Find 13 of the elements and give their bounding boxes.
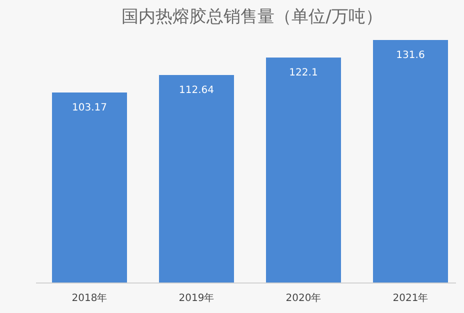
x-tick-label: 2019年 xyxy=(178,292,214,304)
bar xyxy=(266,58,341,283)
x-tick-label: 2021年 xyxy=(392,292,428,304)
bar xyxy=(159,75,234,283)
data-label: 103.17 xyxy=(72,102,107,114)
x-tick-label: 2018年 xyxy=(72,292,108,304)
chart-title: 国内热熔胶总销售量（单位/万吨） xyxy=(122,7,382,27)
data-label: 131.6 xyxy=(396,50,425,61)
bar xyxy=(373,40,448,283)
data-label: 112.64 xyxy=(179,85,214,96)
data-label: 122.1 xyxy=(289,68,318,79)
bar xyxy=(52,92,127,283)
x-tick-label: 2020年 xyxy=(286,292,322,304)
